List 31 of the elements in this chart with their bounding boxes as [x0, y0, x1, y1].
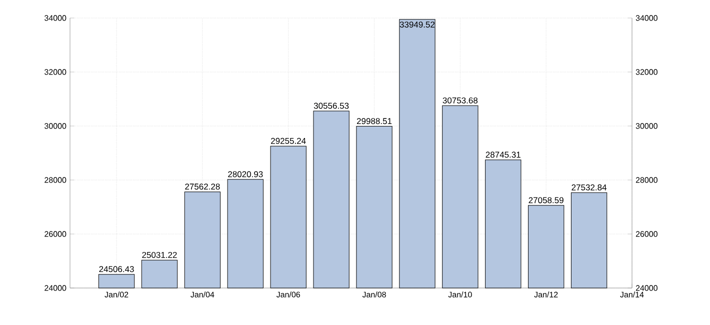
- y-tick-label: 34000: [44, 15, 66, 21]
- y-tick-label: 32000: [44, 69, 66, 75]
- data-label: 28020.93: [228, 171, 263, 178]
- data-label: 27058.59: [528, 197, 564, 204]
- y2-tick-label: 24000: [636, 285, 658, 291]
- x-tick-label: Jan/08: [362, 292, 386, 298]
- x-tick-label: Jan/04: [190, 292, 214, 298]
- x-tick-label: Jan/06: [276, 292, 300, 298]
- y-tick-label: 28000: [44, 177, 66, 183]
- x-tick-label: Jan/02: [104, 292, 128, 298]
- y2-tick-label: 32000: [636, 69, 658, 75]
- x-tick-label: Jan/14: [620, 292, 644, 298]
- data-label: 24506.43: [99, 266, 134, 272]
- data-label: 27562.28: [185, 184, 220, 190]
- y2-tick-label: 34000: [636, 15, 658, 21]
- y-tick-label: 24000: [44, 285, 66, 291]
- x-tick-label: Jan/10: [448, 292, 472, 298]
- data-label: 28745.31: [486, 152, 520, 158]
- x-tick-label: Jan/12: [534, 292, 558, 298]
- y2-tick-label: 26000: [636, 231, 658, 237]
- y-tick-label: 30000: [44, 123, 66, 129]
- data-label: 30753.68: [442, 97, 478, 104]
- data-label: 27532.84: [572, 184, 607, 190]
- y2-tick-label: 28000: [636, 177, 658, 183]
- data-label: 25031.22: [142, 252, 177, 258]
- data-label: 29255.24: [271, 138, 306, 144]
- data-label: 29988.51: [356, 118, 392, 124]
- y2-tick-label: 30000: [636, 123, 658, 129]
- data-label: 33949.52: [400, 22, 435, 28]
- y-tick-label: 26000: [44, 231, 66, 237]
- data-label: 30556.53: [314, 102, 349, 109]
